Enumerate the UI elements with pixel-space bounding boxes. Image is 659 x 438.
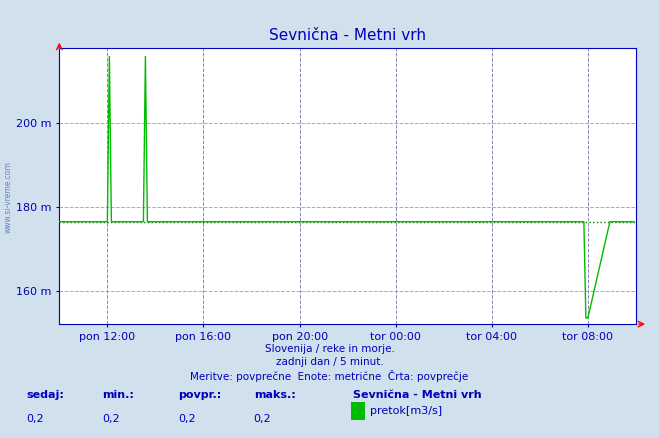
Title: Sevnična - Metni vrh: Sevnična - Metni vrh [269,28,426,43]
Text: www.si-vreme.com: www.si-vreme.com [3,161,13,233]
Text: 0,2: 0,2 [26,414,44,424]
Text: maks.:: maks.: [254,390,295,400]
Text: Sevnična - Metni vrh: Sevnična - Metni vrh [353,390,481,400]
Text: 0,2: 0,2 [254,414,272,424]
Text: 0,2: 0,2 [102,414,120,424]
Text: 0,2: 0,2 [178,414,196,424]
Text: pretok[m3/s]: pretok[m3/s] [370,406,442,416]
Text: povpr.:: povpr.: [178,390,221,400]
Text: Meritve: povprečne  Enote: metrične  Črta: povprečje: Meritve: povprečne Enote: metrične Črta:… [190,370,469,382]
Text: zadnji dan / 5 minut.: zadnji dan / 5 minut. [275,357,384,367]
Text: min.:: min.: [102,390,134,400]
Text: Slovenija / reke in morje.: Slovenija / reke in morje. [264,344,395,354]
Text: sedaj:: sedaj: [26,390,64,400]
